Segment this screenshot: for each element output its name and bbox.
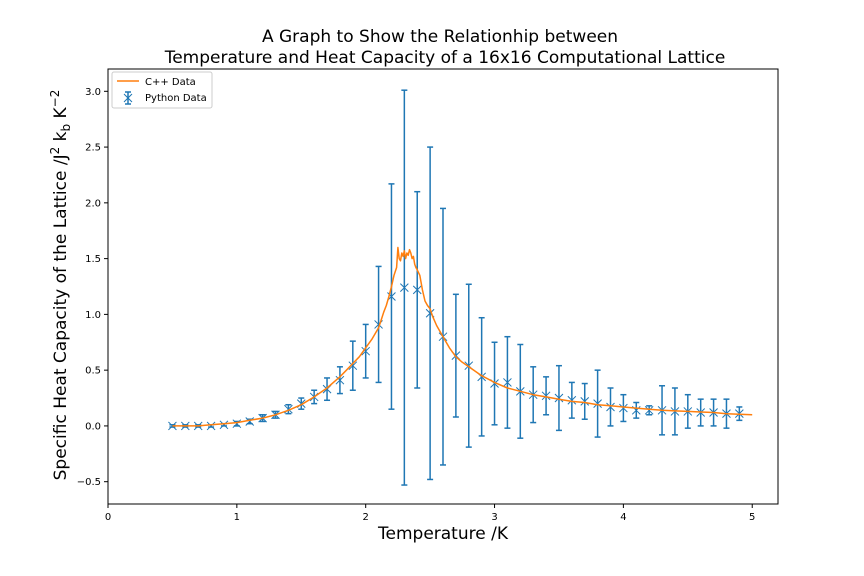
y-tick-label: 0.5 bbox=[85, 366, 101, 377]
data-point-python bbox=[554, 393, 564, 403]
data-point-python bbox=[541, 391, 551, 401]
y-axis-label-mid: k bbox=[51, 131, 71, 146]
data-point-python bbox=[580, 397, 590, 406]
data-point-python bbox=[335, 375, 345, 385]
x-tick-label: 0 bbox=[105, 512, 111, 523]
plot-area: 0 1 2 3 4 5 −0.5 0.0 0.5 1.0 1.5 2.0 2.5 3.0 bbox=[77, 68, 779, 523]
legend-errorbar-icon bbox=[123, 91, 133, 105]
data-point-python bbox=[619, 403, 628, 413]
y-axis-label-sup1: 2 bbox=[48, 147, 62, 155]
y-tick-label: 1.5 bbox=[85, 254, 101, 265]
data-point-python bbox=[219, 420, 229, 430]
y-axis-label-sup2: −2 bbox=[48, 90, 62, 108]
data-point-python bbox=[644, 405, 654, 415]
x-tick-label: 1 bbox=[234, 512, 240, 523]
data-point-python bbox=[232, 419, 242, 429]
axes-frame bbox=[107, 68, 779, 505]
chart-title-line-2: Temperature and Heat Capacity of a 16x16… bbox=[164, 48, 726, 68]
chart-title-line-1: A Graph to Show the Relationhip between bbox=[262, 27, 618, 47]
data-point-python bbox=[206, 421, 216, 431]
y-tick-label: 1.0 bbox=[85, 310, 101, 321]
y-tick-label: 2.0 bbox=[85, 198, 101, 209]
data-point-python bbox=[593, 399, 602, 408]
x-tick-label: 4 bbox=[620, 512, 626, 523]
y-axis-label-sub: b bbox=[59, 124, 73, 132]
data-point-python bbox=[567, 395, 577, 405]
y-tick-label: −0.5 bbox=[77, 477, 101, 488]
legend: C++ Data Python Data bbox=[111, 71, 213, 109]
x-tick-label: 3 bbox=[491, 512, 497, 523]
y-tick-label: 0.0 bbox=[85, 421, 101, 432]
data-point-python bbox=[361, 346, 371, 356]
data-point-python bbox=[348, 361, 358, 371]
y-axis-label-mid2: K bbox=[51, 106, 71, 123]
data-point-python bbox=[503, 378, 512, 387]
x-tick-label: 5 bbox=[749, 512, 755, 523]
legend-label-cpp: C++ Data bbox=[145, 77, 196, 88]
series-line-cpp bbox=[172, 246, 753, 427]
y-tick-label: 2.5 bbox=[85, 143, 101, 154]
y-axis-label-base: Specific Heat Capacity of the Lattice /J bbox=[51, 154, 71, 480]
legend-label-python: Python Data bbox=[145, 93, 207, 104]
data-point-python bbox=[399, 283, 409, 292]
y-axis-label: Specific Heat Capacity of the Lattice /J… bbox=[48, 90, 73, 481]
y-tick-label: 3.0 bbox=[85, 87, 101, 98]
data-point-python bbox=[245, 417, 255, 426]
data-point-python bbox=[412, 285, 422, 295]
x-tick-label: 2 bbox=[363, 512, 369, 523]
x-axis-label: Temperature /K bbox=[377, 524, 509, 544]
data-point-python bbox=[606, 402, 615, 412]
